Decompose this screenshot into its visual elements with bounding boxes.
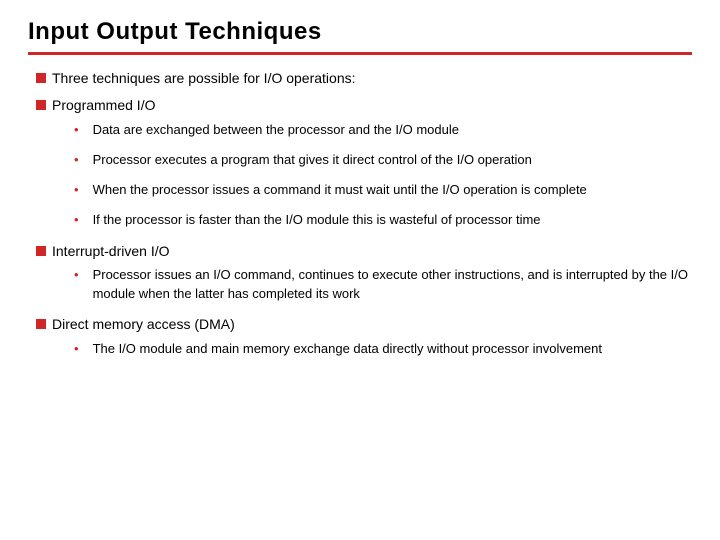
list-item: • If the processor is faster than the I/… [74, 211, 692, 229]
item-text: Data are exchanged between the processor… [93, 121, 692, 139]
list-item: • Data are exchanged between the process… [74, 121, 692, 139]
item-text: Processor issues an I/O command, continu… [93, 266, 692, 302]
slide-title: Input Output Techniques [28, 18, 692, 55]
section-heading: Interrupt-driven I/O [36, 242, 692, 261]
list-item: • Processor issues an I/O command, conti… [74, 266, 692, 302]
section-heading: Programmed I/O [36, 96, 692, 115]
dot-bullet-icon: • [74, 340, 79, 358]
item-text: The I/O module and main memory exchange … [93, 340, 692, 358]
item-text: When the processor issues a command it m… [93, 181, 692, 199]
section3-list: • The I/O module and main memory exchang… [74, 340, 692, 358]
dot-bullet-icon: • [74, 151, 79, 169]
dot-bullet-icon: • [74, 211, 79, 229]
dot-bullet-icon: • [74, 121, 79, 139]
section1-title: Programmed I/O [52, 96, 155, 115]
section-heading: Direct memory access (DMA) [36, 315, 692, 334]
dot-bullet-icon: • [74, 266, 79, 284]
intro-line: Three techniques are possible for I/O op… [36, 69, 692, 88]
list-item: • Processor executes a program that give… [74, 151, 692, 169]
square-bullet-icon [36, 246, 46, 256]
item-text: Processor executes a program that gives … [93, 151, 692, 169]
dot-bullet-icon: • [74, 181, 79, 199]
square-bullet-icon [36, 319, 46, 329]
section2-title: Interrupt-driven I/O [52, 242, 170, 261]
section1-list: • Data are exchanged between the process… [74, 121, 692, 230]
square-bullet-icon [36, 73, 46, 83]
section2-list: • Processor issues an I/O command, conti… [74, 266, 692, 302]
section3-title: Direct memory access (DMA) [52, 315, 235, 334]
list-item: • The I/O module and main memory exchang… [74, 340, 692, 358]
list-item: • When the processor issues a command it… [74, 181, 692, 199]
intro-text: Three techniques are possible for I/O op… [52, 69, 356, 88]
item-text: If the processor is faster than the I/O … [93, 211, 692, 229]
square-bullet-icon [36, 100, 46, 110]
